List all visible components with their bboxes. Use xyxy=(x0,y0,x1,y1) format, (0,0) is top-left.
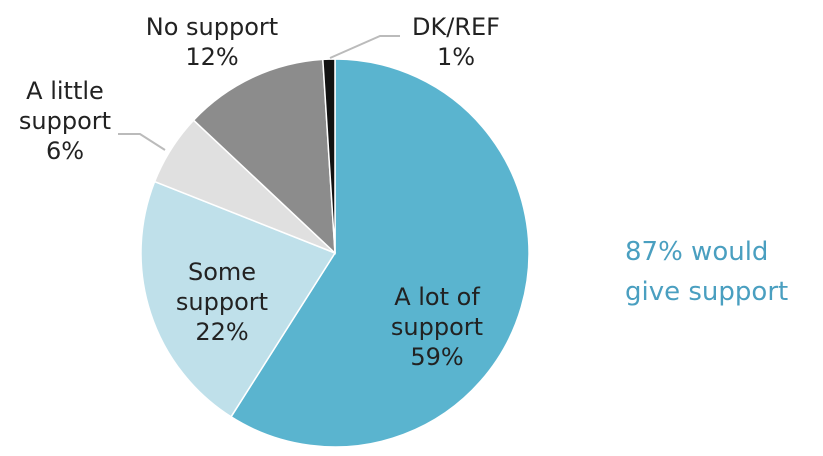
leader-line xyxy=(329,35,400,59)
value-label: 1% xyxy=(436,43,476,71)
category-label: DK/REF xyxy=(412,13,500,41)
category-label: A lot of support xyxy=(390,283,484,341)
slice-label: Some support 22% xyxy=(167,257,277,347)
category-label: No support xyxy=(145,13,279,41)
slice-label: A little support 6% xyxy=(10,76,120,166)
slice-label: A lot of support 59% xyxy=(372,282,502,372)
slice-label: DK/REF 1% xyxy=(396,12,516,72)
annotation: 87% would give support xyxy=(625,237,789,307)
value-label: 12% xyxy=(185,43,239,71)
category-label: Some support xyxy=(175,258,269,316)
pie-slice xyxy=(230,58,530,448)
pie-slice xyxy=(192,58,336,255)
leader-line xyxy=(118,133,166,151)
pie-slice xyxy=(140,180,337,418)
slice-label: No support 12% xyxy=(112,12,312,72)
value-label: 6% xyxy=(45,137,85,165)
value-label: 22% xyxy=(195,318,249,346)
value-label: 59% xyxy=(410,343,464,371)
category-label: A little support xyxy=(18,77,112,135)
pie-slice xyxy=(322,58,336,254)
